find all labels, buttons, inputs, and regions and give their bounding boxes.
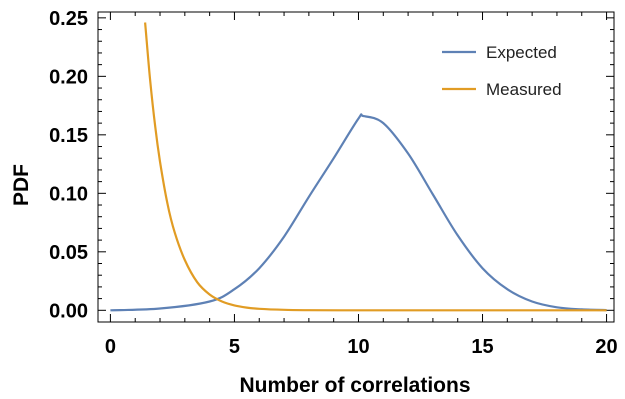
y-tick-label: 0.20 [49, 66, 88, 88]
x-tick-label: 0 [105, 336, 116, 358]
y-tick-label: 0.00 [49, 300, 88, 322]
tick-labels: 0 5 10 15 20 0.00 0.05 0.10 0.15 0.20 0.25 [49, 8, 618, 358]
y-tick-label: 0.15 [49, 125, 88, 147]
series-layer [110, 22, 607, 312]
x-tick-label: 15 [471, 336, 493, 358]
plot-frame [97, 11, 615, 323]
axis-ticks [98, 12, 614, 322]
y-tick-label: 0.05 [49, 242, 88, 264]
legend-label-expected: Expected [486, 43, 557, 62]
y-tick-label: 0.25 [49, 8, 88, 30]
x-tick-label: 10 [347, 336, 369, 358]
x-tick-label: 20 [595, 336, 617, 358]
x-axis-title: Number of correlations [239, 374, 470, 397]
plot-border [97, 11, 615, 323]
legend: Expected Measured [442, 43, 562, 99]
y-axis-title: PDF [10, 164, 33, 206]
series-line-measured [144, 22, 607, 312]
y-tick-label: 0.10 [49, 183, 88, 205]
x-tick-label: 5 [229, 336, 240, 358]
legend-label-measured: Measured [486, 80, 562, 99]
series-line-expected [110, 113, 607, 312]
